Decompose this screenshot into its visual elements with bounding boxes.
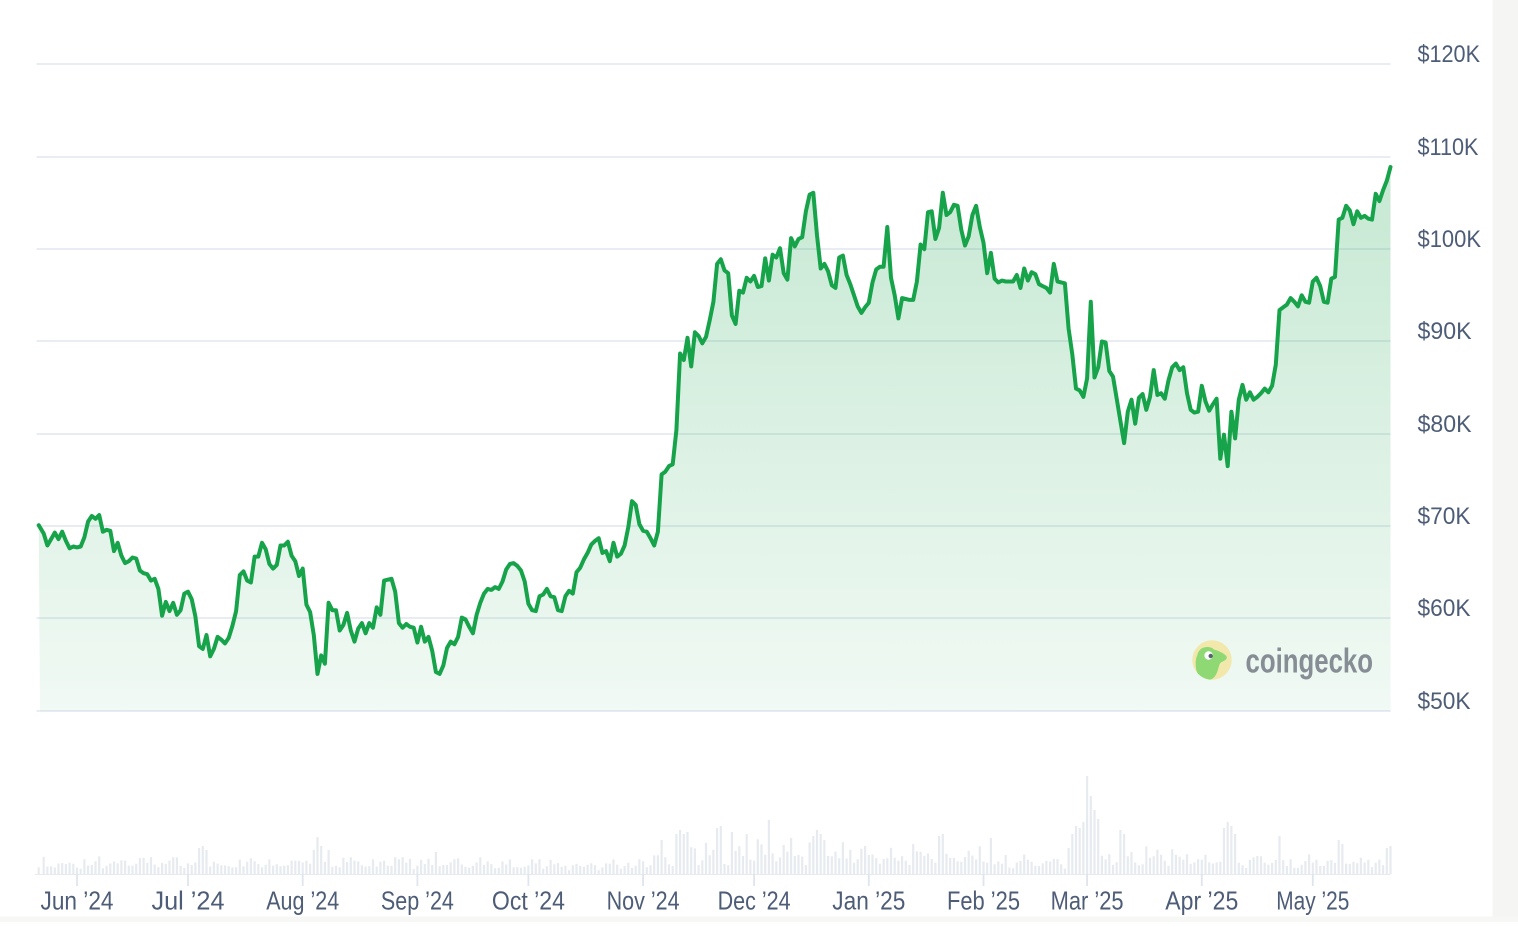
svg-text:$70K: $70K [1418, 503, 1471, 530]
svg-text:Dec ’24: Dec ’24 [718, 886, 791, 916]
svg-text:Aug ’24: Aug ’24 [266, 886, 339, 916]
svg-text:coingecko: coingecko [1246, 643, 1374, 681]
svg-text:Mar ’25: Mar ’25 [1051, 886, 1124, 916]
svg-text:$110K: $110K [1418, 134, 1479, 161]
svg-text:$50K: $50K [1418, 688, 1471, 715]
svg-text:Jan ’25: Jan ’25 [832, 886, 905, 916]
svg-text:$120K: $120K [1418, 41, 1481, 68]
svg-text:$90K: $90K [1418, 318, 1472, 345]
svg-text:Jun ’24: Jun ’24 [41, 886, 114, 916]
svg-text:Apr ’25: Apr ’25 [1165, 886, 1238, 916]
svg-text:$60K: $60K [1418, 595, 1471, 622]
svg-text:$80K: $80K [1418, 411, 1472, 438]
svg-text:Nov ’24: Nov ’24 [607, 886, 680, 916]
svg-text:Oct ’24: Oct ’24 [492, 886, 565, 916]
svg-text:May ’25: May ’25 [1276, 886, 1349, 916]
svg-text:Sep ’24: Sep ’24 [381, 886, 454, 916]
svg-text:$100K: $100K [1418, 226, 1482, 253]
svg-text:Jul ’24: Jul ’24 [152, 886, 225, 916]
svg-text:Feb ’25: Feb ’25 [947, 886, 1020, 916]
